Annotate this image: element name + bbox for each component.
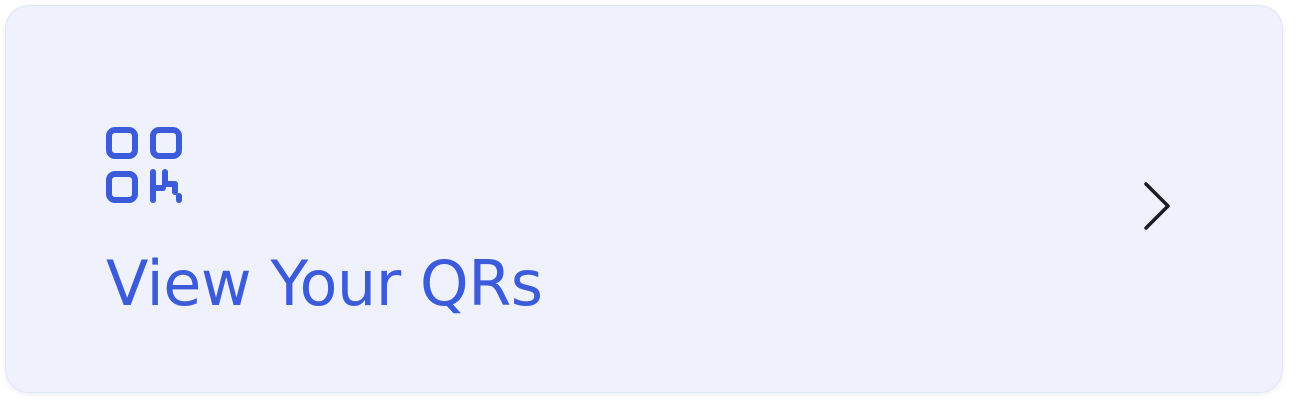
view-qrs-card[interactable]: View Your QRs xyxy=(5,5,1283,393)
qr-code-icon xyxy=(101,122,187,208)
chevron-right-icon[interactable] xyxy=(1136,180,1176,232)
card-title: View Your QRs xyxy=(106,247,543,320)
